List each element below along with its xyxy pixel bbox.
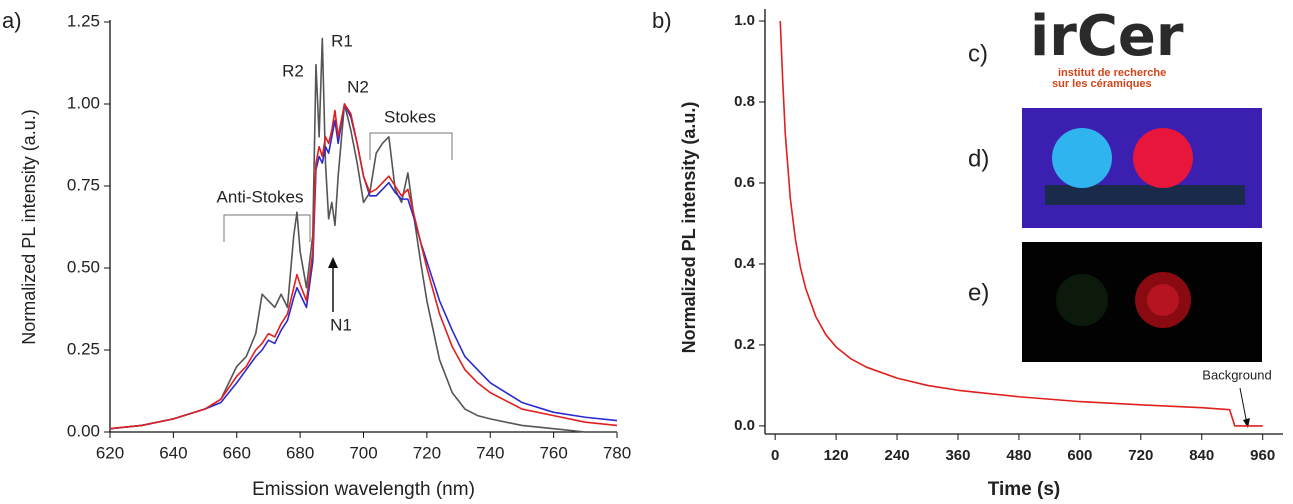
x-tick-label: 780 [603,443,631,462]
x-tick-label: 720 [413,443,441,462]
panel-label: e) [968,279,989,306]
stokes-bracket [369,132,453,160]
x-tick-label: 0 [771,447,779,464]
annotation: Background [1202,367,1271,382]
x-tick-label: 700 [349,443,377,462]
blue-sample [1052,128,1112,188]
x-tick-label: 240 [885,447,910,464]
x-tick-label: 680 [286,443,314,462]
x-tick-label: 120 [824,447,849,464]
annotation: N2 [347,77,369,96]
x-axis-label: Time (s) [988,479,1061,500]
y-tick-label: 0.50 [67,257,100,276]
annotation: Stokes [384,107,436,126]
y-tick-label: 0.8 [734,93,755,110]
series-line [109,103,618,430]
annotation: N1 [330,315,352,334]
y-tick-label: 0.25 [67,339,100,358]
x-tick-label: 720 [1128,447,1153,464]
panel-label: a) [2,8,22,33]
annotation: R2 [282,61,304,80]
anti-stokes-bracket [223,214,311,242]
green-sample [1056,274,1108,326]
y-axis-label: Normalized PL intensity (a.u.) [679,102,699,354]
red-sample [1133,128,1193,188]
series-line [109,103,618,430]
series-line [109,37,617,433]
x-tick-label: 620 [96,443,124,462]
annotation: Anti-Stokes [217,187,304,206]
n1-arrowhead [328,257,338,268]
panel-label: d) [968,145,989,172]
y-tick-label: 0.4 [734,255,756,272]
x-tick-label: 360 [945,447,970,464]
panel-label: c) [968,40,988,67]
x-tick-label: 640 [159,443,187,462]
x-tick-label: 840 [1189,447,1214,464]
x-axis-label: Emission wavelength (nm) [252,479,475,500]
logo: irCer institut de recherche sur les céra… [1030,4,1184,90]
photo-holder [1045,185,1245,205]
x-tick-label: 600 [1067,447,1092,464]
y-tick-label: 0.00 [67,421,100,440]
y-tick-label: 0.6 [734,174,755,191]
background-arrow [1239,387,1248,425]
y-tick-label: 1.0 [734,12,755,29]
y-tick-label: 0.2 [734,336,755,353]
insets: irCer institut de recherche sur les céra… [968,4,1262,362]
panel-b: 0 120 240 360 480 600 720 840 960 0.0 0.2 0.4 0.6 0.8… [652,8,1283,500]
x-tick-label: 960 [1250,447,1275,464]
x-tick-label: 760 [539,443,567,462]
panel-label: b) [652,8,672,33]
y-tick-label: 0.75 [67,175,100,194]
y-axis-label: Normalized PL intensity (a.u.) [19,109,39,344]
annotation: R1 [331,31,353,50]
x-tick-label: 740 [476,443,504,462]
panel-a: 620 640 660 680 700 720 740 760 780 0.00 0.25 0.50 0… [2,8,631,500]
x-tick-label: 480 [1006,447,1031,464]
x-tick-label: 660 [223,443,251,462]
logo-subtitle: sur les céramiques [1052,78,1152,90]
y-tick-label: 1.00 [67,93,100,112]
red-afterglow-core [1147,284,1179,316]
y-tick-label: 0.0 [734,417,755,434]
logo-subtitle: institut de recherche [1058,67,1166,79]
series-line [779,20,1263,427]
logo-text: irCer [1030,4,1184,69]
y-tick-label: 1.25 [67,11,100,30]
